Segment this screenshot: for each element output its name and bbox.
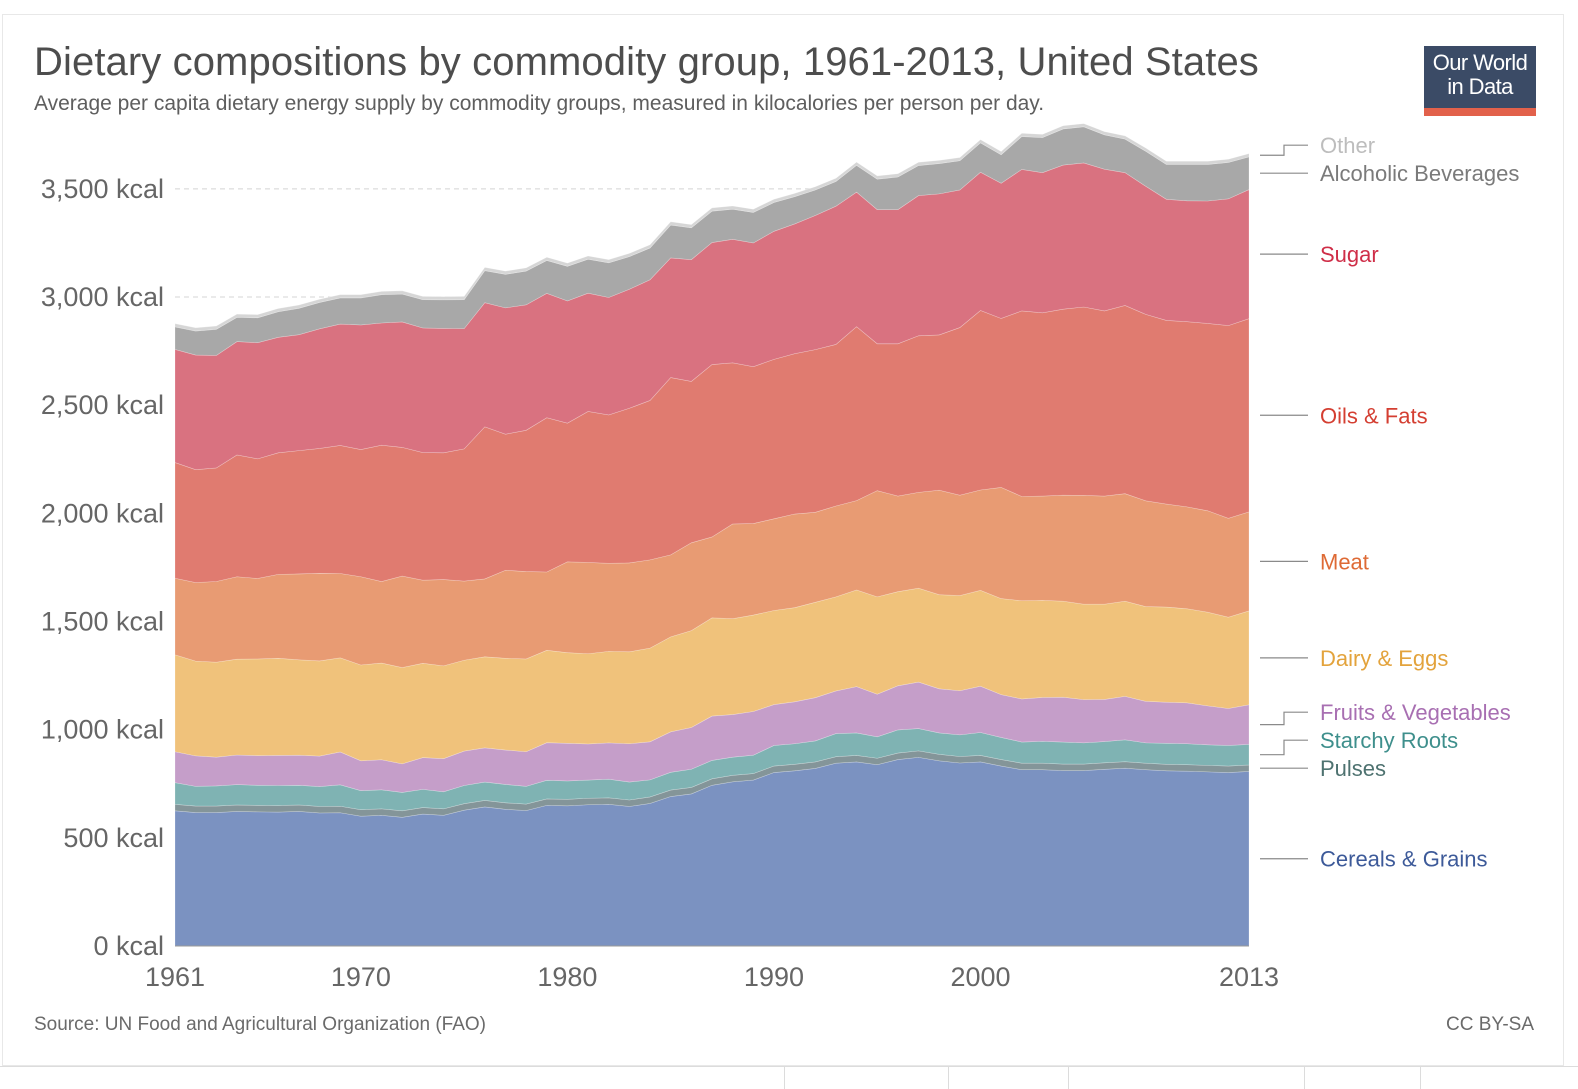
- legend-label-oils-and-fats[interactable]: Oils & Fats: [1320, 403, 1428, 428]
- tab-strip: [0, 1066, 1578, 1089]
- legend-connector: [1260, 711, 1308, 726]
- area-other[interactable]: [174, 123, 1250, 332]
- tab-divider: [1420, 1067, 1421, 1089]
- y-tick-label: 1,500 kcal: [41, 607, 164, 637]
- y-tick-label: 0 kcal: [93, 931, 164, 961]
- legend-label-other[interactable]: Other: [1320, 133, 1375, 158]
- tab-divider: [784, 1067, 785, 1089]
- area-layer: [174, 123, 1250, 947]
- legend-label-meat[interactable]: Meat: [1320, 549, 1369, 574]
- legend-label-sugar[interactable]: Sugar: [1320, 242, 1379, 267]
- legend-connector: [1260, 144, 1308, 156]
- tab-divider: [1068, 1067, 1069, 1089]
- legend-connector: [1260, 739, 1308, 756]
- tab-divider: [948, 1067, 949, 1089]
- y-tick-label: 3,000 kcal: [41, 282, 164, 312]
- legend-label-cereals-and-grains[interactable]: Cereals & Grains: [1320, 847, 1488, 872]
- tab-divider: [1304, 1067, 1305, 1089]
- logo-accent-bar: [1424, 108, 1536, 116]
- y-tick-label: 500 kcal: [63, 823, 164, 853]
- x-tick-label: 1980: [537, 962, 597, 992]
- source-note: Source: UN Food and Agricultural Organiz…: [34, 1014, 486, 1035]
- y-tick-label: 2,000 kcal: [41, 498, 164, 528]
- x-tick-label: 2013: [1219, 962, 1279, 992]
- license-link[interactable]: CC BY-SA: [1446, 1014, 1534, 1035]
- legend-label-fruits-and-vegetables[interactable]: Fruits & Vegetables: [1320, 700, 1511, 725]
- legend-label-pulses[interactable]: Pulses: [1320, 756, 1386, 781]
- y-tick-label: 3,500 kcal: [41, 174, 164, 204]
- chart-title: Dietary compositions by commodity group,…: [34, 40, 1259, 84]
- logo-line-2: in Data: [1447, 74, 1513, 99]
- our-world-in-data-logo[interactable]: Our World in Data: [1424, 46, 1536, 116]
- x-tick-label: 1961: [145, 962, 205, 992]
- legend-layer: Cereals & Grains Pulses Starchy Roots Fruit…: [1260, 133, 1519, 872]
- legend-label-alcoholic-beverages[interactable]: Alcoholic Beverages: [1320, 161, 1519, 186]
- legend-label-dairy-and-eggs[interactable]: Dairy & Eggs: [1320, 646, 1448, 671]
- y-tick-label: 2,500 kcal: [41, 390, 164, 420]
- logo-line-1: Our World: [1432, 50, 1528, 75]
- x-tick-label: 1990: [744, 962, 804, 992]
- axis-layer: 0 kcal 500 kcal 1,000 kcal 1,500 kcal 2,000 …: [41, 174, 1279, 992]
- x-tick-label: 2000: [950, 962, 1010, 992]
- legend-label-starchy-roots[interactable]: Starchy Roots: [1320, 728, 1458, 753]
- chart-subtitle: Average per capita dietary energy supply…: [34, 92, 1045, 115]
- x-tick-label: 1970: [331, 962, 391, 992]
- y-tick-label: 1,000 kcal: [41, 715, 164, 745]
